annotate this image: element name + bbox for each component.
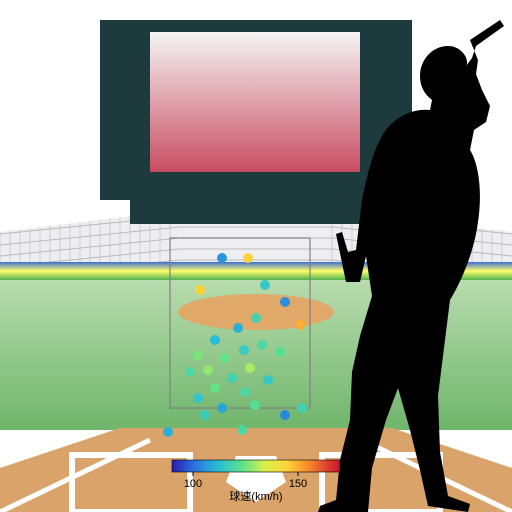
pitch-marker bbox=[251, 313, 261, 323]
pitch-marker bbox=[220, 353, 230, 363]
pitch-marker bbox=[200, 410, 210, 420]
pitch-marker bbox=[163, 427, 173, 437]
pitch-marker bbox=[185, 367, 195, 377]
pitch-marker bbox=[250, 400, 260, 410]
pitch-marker bbox=[280, 297, 290, 307]
pitch-marker bbox=[263, 375, 273, 385]
pitch-marker bbox=[227, 373, 237, 383]
colorbar-tick-label: 100 bbox=[184, 478, 202, 490]
pitch-marker bbox=[243, 253, 253, 263]
pitch-marker bbox=[240, 387, 250, 397]
pitch-marker bbox=[217, 253, 227, 263]
colorbar-tick-label: 150 bbox=[289, 478, 307, 490]
pitch-marker bbox=[280, 410, 290, 420]
pitch-marker bbox=[233, 323, 243, 333]
pitch-marker bbox=[239, 345, 249, 355]
pitch-marker bbox=[203, 365, 213, 375]
pitch-scatter-figure: 100 150 球速(km/h) bbox=[0, 0, 512, 512]
pitch-marker bbox=[193, 350, 203, 360]
pitch-marker bbox=[297, 403, 307, 413]
pitch-marker bbox=[237, 425, 247, 435]
pitch-marker bbox=[210, 383, 220, 393]
pitch-marker bbox=[275, 347, 285, 357]
pitch-marker bbox=[245, 363, 255, 373]
pitch-marker bbox=[260, 280, 270, 290]
pitch-marker bbox=[210, 335, 220, 345]
pitch-marker bbox=[295, 320, 305, 330]
pitch-marker bbox=[195, 285, 205, 295]
pitch-marker bbox=[193, 393, 203, 403]
pitch-marker bbox=[217, 403, 227, 413]
pitch-marker bbox=[257, 340, 267, 350]
colorbar-label: 球速(km/h) bbox=[229, 489, 282, 503]
